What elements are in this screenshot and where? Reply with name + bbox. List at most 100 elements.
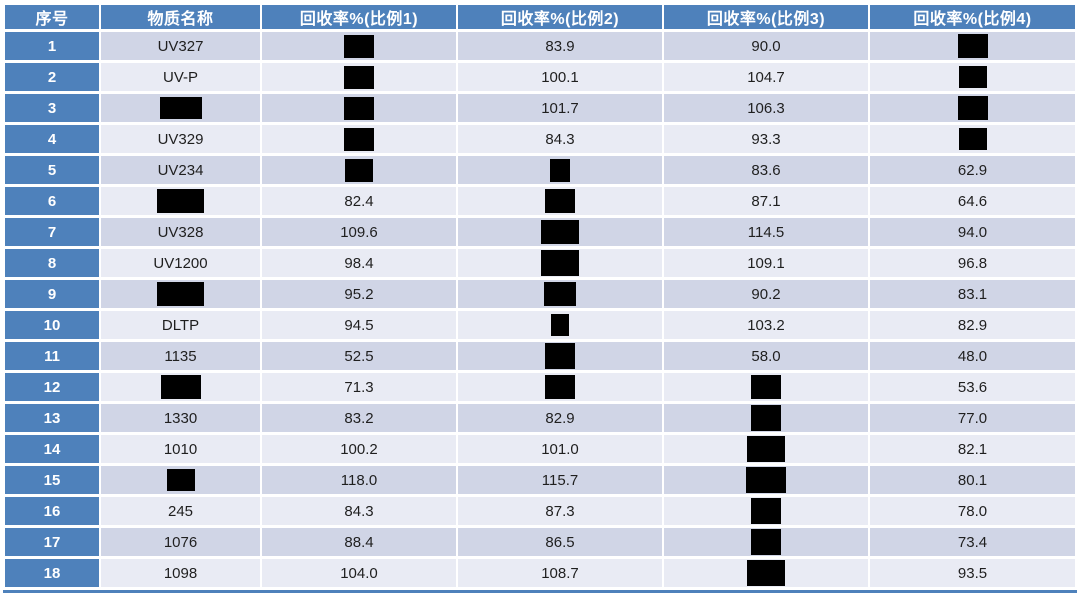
cell-value: 245 bbox=[167, 502, 194, 520]
cell-r4: 64.6 bbox=[870, 187, 1075, 215]
cell-value: 94.0 bbox=[957, 223, 988, 241]
cell-index: 9 bbox=[5, 280, 99, 308]
cell-r2 bbox=[458, 311, 662, 339]
redaction-box bbox=[157, 282, 204, 306]
cell-index: 18 bbox=[5, 559, 99, 587]
redaction-box bbox=[751, 375, 781, 399]
cell-r4 bbox=[870, 63, 1075, 91]
cell-r2: 101.0 bbox=[458, 435, 662, 463]
cell-value: 1 bbox=[47, 37, 57, 55]
cell-value: 101.7 bbox=[541, 99, 579, 117]
cell-value: 98.4 bbox=[344, 254, 374, 272]
cell-r2 bbox=[458, 156, 662, 184]
column-header-index: 序号 bbox=[5, 5, 99, 29]
cell-value: 115.7 bbox=[541, 471, 579, 489]
table-row: 8 UV1200 98.4 109.1 96.8 bbox=[5, 249, 1075, 277]
cell-value: 15 bbox=[43, 471, 61, 489]
recovery-rate-table: 序号 物质名称 回收率%(比例1) 回收率%(比例2) 回收率%(比例3) 回收率%(比例… bbox=[3, 2, 1077, 593]
table-row: 15 118.0 115.7 80.1 bbox=[5, 466, 1075, 494]
cell-value: 48.0 bbox=[957, 347, 988, 365]
cell-name: 1076 bbox=[101, 528, 260, 556]
cell-r1 bbox=[262, 32, 456, 60]
cell-name: UV329 bbox=[101, 125, 260, 153]
redaction-box bbox=[344, 127, 374, 151]
cell-r3: 83.6 bbox=[664, 156, 868, 184]
cell-name: 1098 bbox=[101, 559, 260, 587]
cell-value: 104.0 bbox=[340, 564, 378, 582]
redaction-box bbox=[550, 158, 570, 182]
table-row: 18 1098 104.0 108.7 93.5 bbox=[5, 559, 1075, 587]
redaction-box bbox=[751, 529, 781, 555]
cell-value: 13 bbox=[43, 409, 61, 427]
cell-r1: 52.5 bbox=[262, 342, 456, 370]
table-row: 10 DLTP 94.5 103.2 82.9 bbox=[5, 311, 1075, 339]
cell-r4: 77.0 bbox=[870, 404, 1075, 432]
cell-value: 17 bbox=[43, 533, 61, 551]
cell-value: 7 bbox=[47, 223, 57, 241]
cell-r1 bbox=[262, 94, 456, 122]
cell-r1 bbox=[262, 125, 456, 153]
cell-r3 bbox=[664, 435, 868, 463]
cell-r1: 94.5 bbox=[262, 311, 456, 339]
cell-index: 17 bbox=[5, 528, 99, 556]
cell-name bbox=[101, 280, 260, 308]
redaction-box bbox=[544, 282, 576, 306]
cell-r3 bbox=[664, 404, 868, 432]
redaction-box bbox=[344, 34, 374, 58]
cell-value: UV328 bbox=[157, 223, 204, 241]
table-row: 4 UV329 84.3 93.3 bbox=[5, 125, 1075, 153]
column-header-r4: 回收率%(比例4) bbox=[870, 5, 1075, 29]
cell-r1: 84.3 bbox=[262, 497, 456, 525]
cell-name bbox=[101, 187, 260, 215]
cell-r3: 87.1 bbox=[664, 187, 868, 215]
redaction-box bbox=[957, 34, 988, 58]
cell-value: 8 bbox=[47, 254, 57, 272]
cell-name: 1330 bbox=[101, 404, 260, 432]
cell-value: 100.1 bbox=[541, 68, 579, 86]
redaction-box bbox=[344, 96, 374, 120]
cell-value: UV-P bbox=[162, 68, 198, 86]
cell-index: 1 bbox=[5, 32, 99, 60]
cell-r3 bbox=[664, 466, 868, 494]
cell-name bbox=[101, 466, 260, 494]
cell-r2: 115.7 bbox=[458, 466, 662, 494]
cell-value: 10 bbox=[43, 316, 61, 334]
cell-value: 86.5 bbox=[545, 533, 575, 551]
cell-value: 109.1 bbox=[747, 254, 785, 272]
cell-r2: 84.3 bbox=[458, 125, 662, 153]
cell-r1: 82.4 bbox=[262, 187, 456, 215]
cell-value: 84.3 bbox=[344, 502, 374, 520]
redaction-box bbox=[551, 314, 569, 336]
cell-r1: 95.2 bbox=[262, 280, 456, 308]
redaction-box bbox=[541, 250, 579, 276]
redaction-box bbox=[344, 65, 374, 89]
cell-r2: 101.7 bbox=[458, 94, 662, 122]
cell-value: UV1200 bbox=[153, 254, 208, 272]
cell-value: 1076 bbox=[163, 533, 198, 551]
cell-value: 87.3 bbox=[545, 502, 575, 520]
cell-r2: 108.7 bbox=[458, 559, 662, 587]
table-row: 5 UV234 83.6 62.9 bbox=[5, 156, 1075, 184]
cell-value: 82.4 bbox=[344, 192, 374, 210]
cell-value: 58.0 bbox=[751, 347, 781, 365]
cell-index: 3 bbox=[5, 94, 99, 122]
cell-index: 2 bbox=[5, 63, 99, 91]
cell-value: 62.9 bbox=[957, 161, 988, 179]
cell-r3 bbox=[664, 528, 868, 556]
cell-value: 1330 bbox=[163, 409, 198, 427]
cell-r2: 82.9 bbox=[458, 404, 662, 432]
cell-r3 bbox=[664, 373, 868, 401]
cell-name: UV328 bbox=[101, 218, 260, 246]
cell-r4: 53.6 bbox=[870, 373, 1075, 401]
cell-value: 114.5 bbox=[747, 223, 785, 241]
cell-index: 6 bbox=[5, 187, 99, 215]
cell-value: UV234 bbox=[157, 161, 204, 179]
cell-value: 3 bbox=[47, 99, 57, 117]
cell-r1 bbox=[262, 63, 456, 91]
cell-value: 83.9 bbox=[545, 37, 575, 55]
column-header-r1: 回收率%(比例1) bbox=[262, 5, 456, 29]
cell-r4: 73.4 bbox=[870, 528, 1075, 556]
cell-value: 83.6 bbox=[751, 161, 781, 179]
cell-r1 bbox=[262, 156, 456, 184]
cell-name: 1010 bbox=[101, 435, 260, 463]
